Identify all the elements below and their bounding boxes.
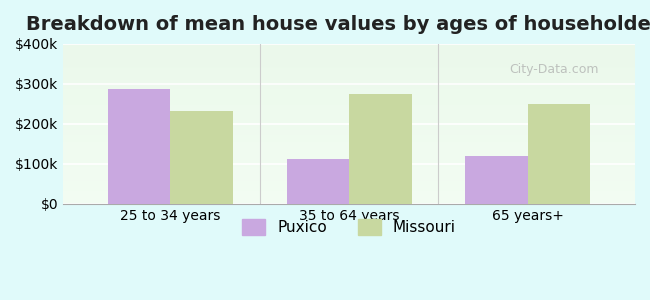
Bar	[108, 89, 170, 204]
Bar	[349, 94, 411, 204]
Bar	[528, 104, 590, 204]
Bar	[465, 156, 528, 204]
Bar	[528, 104, 590, 204]
Bar	[170, 111, 233, 204]
Bar	[287, 159, 349, 204]
Bar	[349, 94, 411, 204]
Legend: Puxico, Missouri: Puxico, Missouri	[236, 213, 462, 241]
Bar	[465, 156, 528, 204]
Bar	[108, 89, 170, 204]
Bar	[287, 159, 349, 204]
Bar	[170, 111, 233, 204]
Text: City-Data.com: City-Data.com	[509, 63, 599, 76]
Title: Breakdown of mean house values by ages of householders: Breakdown of mean house values by ages o…	[26, 15, 650, 34]
